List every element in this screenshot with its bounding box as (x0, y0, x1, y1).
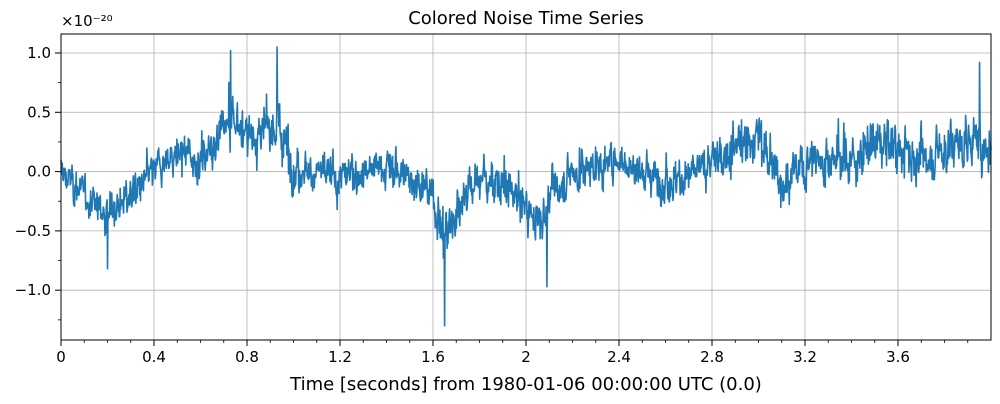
x-tick-label: 2 (521, 348, 531, 366)
x-tick-label: 0 (56, 348, 66, 366)
y-tick-label: 0.5 (27, 103, 51, 121)
x-tick-label: 0.4 (142, 348, 166, 366)
x-tick-label: 0.8 (235, 348, 259, 366)
chart-title: Colored Noise Time Series (408, 8, 644, 29)
x-tick-label: 1.2 (328, 348, 352, 366)
x-tick-label: 3.2 (793, 348, 817, 366)
series-line (60, 46, 992, 327)
x-tick-label: 3.6 (886, 348, 910, 366)
grid (61, 34, 991, 340)
x-axis-label: Time [seconds] from 1980-01-06 00:00:00 … (289, 374, 762, 395)
axis-ticks (55, 52, 969, 346)
tick-labels: 0 0.4 0.8 1.2 1.6 2 2.4 2.8 3.2 3.6 −1.0 −0.5 0.0 0.5… (15, 44, 910, 366)
x-tick-label: 2.4 (607, 348, 631, 366)
y-axis-exponent-label: ×10⁻²⁰ (61, 12, 113, 30)
y-tick-label: −0.5 (15, 222, 51, 240)
x-tick-label: 2.8 (700, 348, 724, 366)
y-tick-label: 0.0 (27, 163, 51, 181)
y-tick-label: −1.0 (15, 281, 51, 299)
y-tick-label: 1.0 (27, 44, 51, 62)
x-tick-label: 1.6 (421, 348, 445, 366)
